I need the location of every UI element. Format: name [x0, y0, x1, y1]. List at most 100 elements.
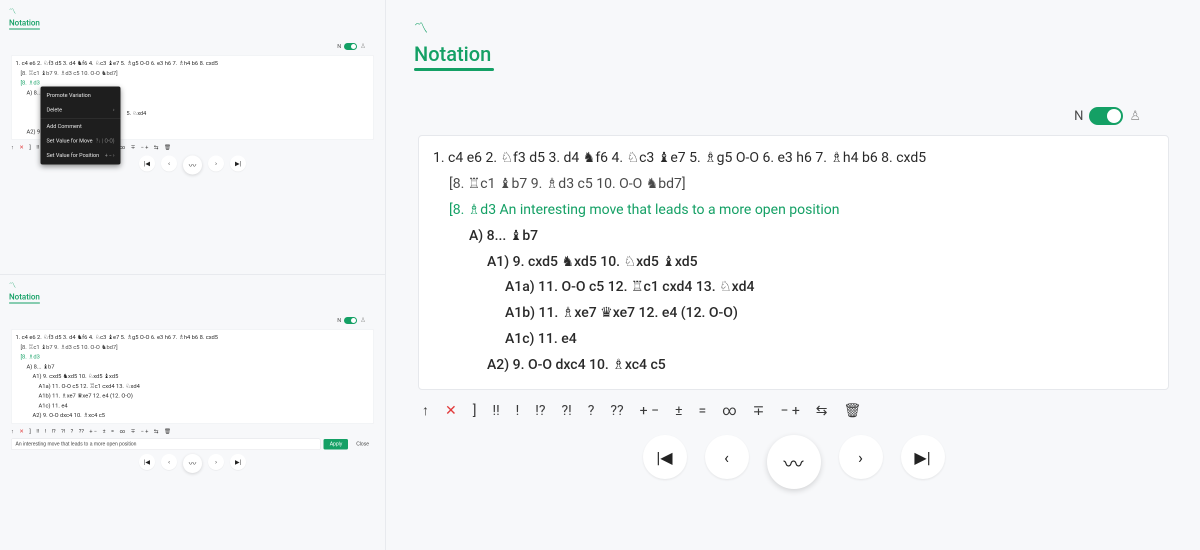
close-button[interactable]: Close [351, 439, 374, 450]
tool-brilliant[interactable]: !! [492, 403, 499, 419]
nav-analysis[interactable]: 〰 [183, 454, 202, 473]
tool-delete[interactable]: ✕ [19, 144, 24, 151]
tool-interesting[interactable]: !? [535, 403, 545, 419]
sub-A1[interactable]: A1) 9. cxd5 ♞xd5 10. ♘xd5 ♝xd5 [16, 372, 370, 382]
sub-A2[interactable]: A2) 9. O-O dxc4 10. ♗xc4 c5 [16, 411, 370, 421]
sub-A1b[interactable]: A1b) 11. ♗xe7 ♛xe7 12. e4 (12. O-O) [16, 391, 370, 401]
sub-A1c[interactable]: A1c) 11. e4 [16, 401, 370, 411]
tool-swap[interactable]: ⇆ [154, 144, 159, 151]
toggle-label: N [337, 317, 341, 324]
sub-A1b[interactable]: A1b) 11. ♗xe7 ♛xe7 12. e4 (12. O-O) [505, 305, 738, 321]
variation-2-open[interactable]: [8. ♗d3 [16, 352, 370, 362]
toggle-label: N [337, 43, 341, 50]
chevron-right-icon: + − › [105, 151, 115, 160]
tool-good[interactable]: ! [516, 403, 520, 419]
main-line[interactable]: 1. c4 e6 2. ♘f3 d5 3. d4 ♞f6 4. ♘c3 ♝e7 … [16, 59, 370, 69]
tool-brilliant[interactable]: !! [36, 144, 39, 151]
variation-1[interactable]: [8. ♖c1 ♝b7 9. ♗d3 c5 10. O-O ♞bd7] [433, 172, 1154, 198]
tool-trash[interactable]: 🗑 [164, 144, 171, 151]
tool-end-variation[interactable]: ] [29, 428, 30, 435]
tool-up[interactable]: ↑ [422, 402, 429, 419]
nav-analysis[interactable]: 〰 [767, 435, 821, 489]
nav-last[interactable]: ▶| [230, 454, 246, 470]
tool-swap[interactable]: ⇆ [816, 403, 828, 419]
tool-interesting[interactable]: !? [52, 428, 56, 435]
tool-delete[interactable]: ✕ [445, 403, 457, 419]
tool-swap[interactable]: ⇆ [154, 428, 159, 435]
tool-black-better[interactable]: ∓ [131, 428, 136, 435]
annotation-toolbar: ↑ ✕ ] !! ! !? ?! ? ?? + − ± = ∞ ∓ [9, 424, 376, 436]
tool-delete[interactable]: ✕ [19, 428, 24, 435]
tool-mistake[interactable]: ? [588, 403, 595, 419]
main-line[interactable]: 1. c4 e6 2. ♘f3 d5 3. d4 ♞f6 4. ♘c3 ♝e7 … [433, 146, 1154, 172]
tool-end-variation[interactable]: ] [29, 144, 30, 151]
nav-last[interactable]: ▶| [901, 435, 945, 479]
tool-dubious[interactable]: ?! [61, 428, 65, 435]
annotation-toolbar: ↑ ✕ ] !! ! !? ?! ? ?? + − ± = ∞ ∓ − + ⇆ … [414, 390, 1173, 423]
tool-black-better[interactable]: ∓ [753, 403, 765, 419]
ctx-add-comment[interactable]: Add Comment [41, 120, 121, 134]
chevron-right-icon: › [113, 106, 115, 115]
tool-good[interactable]: ! [45, 428, 46, 435]
tool-blunder[interactable]: ?? [79, 428, 84, 435]
sub-A1a[interactable]: A1a) 11. O-O c5 12. ♖c1 cxd4 13. ♘xd4 [16, 381, 370, 391]
notation-toggle[interactable] [344, 317, 357, 324]
ctx-set-value-move[interactable]: Set Value for Move?↓ | O-O) [41, 134, 121, 148]
tool-unclear[interactable]: ∞ [722, 403, 736, 419]
notation-content: 1. c4 e6 2. ♘f3 d5 3. d4 ♞f6 4. ♘c3 ♝e7 … [11, 55, 374, 140]
tool-white-better[interactable]: ± [675, 403, 683, 419]
tool-up[interactable]: ↑ [11, 144, 14, 151]
tool-end-variation[interactable]: ] [473, 403, 477, 419]
main-line[interactable]: 1. c4 e6 2. ♘f3 d5 3. d4 ♞f6 4. ♘c3 ♝e7 … [16, 333, 370, 343]
sub-A[interactable]: A) 8... ♝b7 [469, 228, 538, 244]
nav-controls: |◀ ‹ 〰 › ▶| [9, 450, 376, 477]
nav-prev[interactable]: ‹ [705, 435, 749, 479]
tool-black-better[interactable]: ∓ [131, 144, 136, 151]
notation-toggle[interactable] [344, 43, 357, 50]
sub-A[interactable]: A) 8... ♝b7 [16, 362, 370, 372]
nav-prev[interactable]: ‹ [161, 454, 177, 470]
tool-up[interactable]: ↑ [11, 428, 14, 435]
nav-prev[interactable]: ‹ [161, 156, 177, 172]
nav-next[interactable]: › [208, 454, 224, 470]
notation-toggle[interactable] [1089, 107, 1123, 125]
nav-first[interactable]: |◀ [139, 156, 155, 172]
nav-analysis[interactable]: 〰 [183, 156, 202, 175]
nav-next[interactable]: › [839, 435, 883, 479]
sub-A1a[interactable]: A1a) 11. O-O c5 12. ♖c1 cxd4 13. ♘xd4 [505, 279, 754, 295]
sub-A2[interactable]: A2) 9. O-O dxc4 10. ♗xc4 c5 [487, 357, 666, 373]
tool-slight-white[interactable]: + − [89, 428, 97, 435]
tool-trash[interactable]: 🗑 [844, 403, 862, 419]
tool-equal[interactable]: = [699, 403, 707, 419]
ctx-delete[interactable]: Delete› [41, 103, 121, 117]
ctx-set-value-position[interactable]: Set Value for Position+ − › [41, 148, 121, 162]
tool-mistake[interactable]: ? [71, 428, 74, 435]
sub-A1c[interactable]: A1c) 11. e4 [505, 331, 577, 347]
nav-first[interactable]: |◀ [643, 435, 687, 479]
tool-slight-black[interactable]: − + [780, 403, 799, 419]
comment-input[interactable] [11, 438, 321, 450]
tool-white-better[interactable]: ± [103, 428, 106, 435]
tool-trash[interactable]: 🗑 [164, 428, 171, 435]
tool-blunder[interactable]: ?? [610, 403, 623, 419]
tool-brilliant[interactable]: !! [36, 428, 39, 435]
apply-button[interactable]: Apply [324, 439, 349, 450]
comment-editor: Apply Close [11, 438, 374, 450]
pawn-icon: ♙ [1129, 109, 1141, 124]
nav-next[interactable]: › [208, 156, 224, 172]
tool-unclear[interactable]: ∞ [120, 428, 126, 435]
variation-1[interactable]: [8. ♖c1 ♝b7 9. ♗d3 c5 10. O-O ♞bd7] [16, 68, 370, 78]
variation-1[interactable]: [8. ♖c1 ♝b7 9. ♗d3 c5 10. O-O ♞bd7] [16, 342, 370, 352]
variation-2-open[interactable]: [8. ♗d3 An interesting move that leads t… [433, 198, 1154, 224]
tool-slight-black[interactable]: − + [141, 144, 149, 151]
ctx-promote-variation[interactable]: Promote Variation [41, 89, 121, 103]
tool-slight-white[interactable]: + − [640, 403, 659, 419]
page-title: Notation [9, 18, 40, 28]
nav-first[interactable]: |◀ [139, 454, 155, 470]
tool-slight-black[interactable]: − + [141, 428, 149, 435]
pawn-icon: ♙ [360, 317, 366, 325]
tool-dubious[interactable]: ?! [562, 403, 572, 419]
nav-last[interactable]: ▶| [230, 156, 246, 172]
tool-equal[interactable]: = [111, 428, 114, 435]
sub-A1[interactable]: A1) 9. cxd5 ♞xd5 10. ♘xd5 ♝xd5 [487, 254, 698, 270]
